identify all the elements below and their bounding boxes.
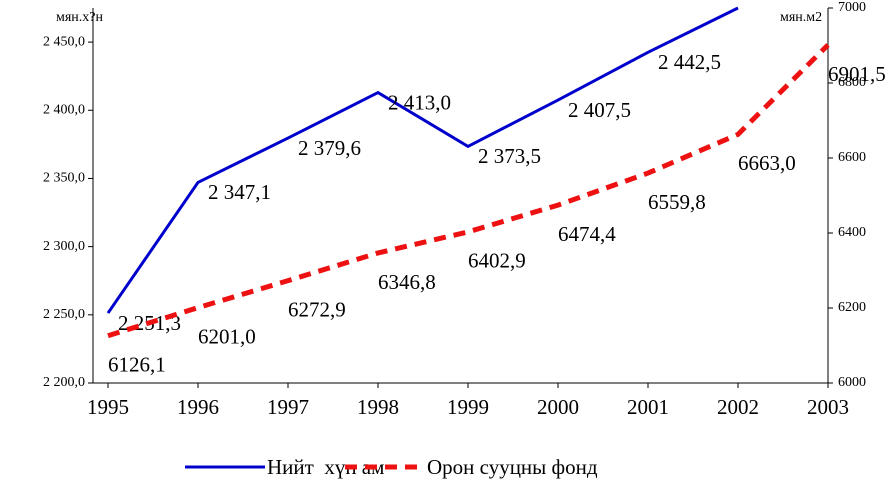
x-tick-label: 2000: [537, 395, 579, 419]
y-tick-label: 2 300,0: [43, 239, 85, 254]
legend-label: Орон сууцны фонд: [427, 455, 598, 479]
data-label: 6559,8: [648, 190, 706, 214]
y-tick-label: 2 400,0: [43, 102, 85, 117]
data-label: 2 413,0: [388, 90, 451, 114]
data-label: 6663,0: [738, 151, 796, 175]
data-label: 6346,8: [378, 270, 436, 294]
series-line: [107, 43, 830, 339]
y2-tick-label: 6400: [838, 225, 866, 240]
data-label: 6272,9: [288, 297, 346, 321]
series-line: [106, 6, 739, 314]
y-tick-label: 2 200,0: [43, 375, 85, 390]
y2-tick-label: 6000: [838, 375, 866, 390]
y-axis-label: мян.х?н: [56, 10, 104, 25]
y2-tick-label: 6200: [838, 300, 866, 315]
data-label: 2 347,1: [208, 180, 271, 204]
y2-tick-label: 6800: [838, 75, 866, 90]
x-tick-label: 2003: [807, 395, 849, 419]
data-label: 6402,9: [468, 249, 526, 273]
legend-label: Нийт хүн ам: [267, 455, 384, 479]
data-label: 6474,4: [558, 222, 616, 246]
y-tick-label: 2 250,0: [43, 307, 85, 322]
x-tick-label: 1996: [177, 395, 219, 419]
data-label: 6201,0: [198, 324, 256, 348]
x-tick-label: 1999: [447, 395, 489, 419]
y2-tick-label: 6600: [838, 150, 866, 165]
y2-tick-label: 7000: [838, 0, 866, 15]
data-label: 6901,5: [828, 62, 886, 86]
data-label: 2 442,5: [658, 50, 721, 74]
y2-axis-label: мян.м2: [780, 10, 822, 25]
x-tick-label: 1998: [357, 395, 399, 419]
y-tick-label: 2 450,0: [43, 34, 85, 49]
data-label: 2 407,5: [568, 98, 631, 122]
x-tick-label: 1995: [87, 395, 129, 419]
x-tick-label: 2002: [717, 395, 759, 419]
x-tick-label: 2001: [627, 395, 669, 419]
x-tick-label: 1997: [267, 395, 309, 419]
data-label: 2 379,6: [298, 136, 361, 160]
y-tick-label: 2 350,0: [43, 171, 85, 186]
data-label: 6126,1: [108, 353, 166, 377]
data-label: 2 373,5: [478, 144, 541, 168]
